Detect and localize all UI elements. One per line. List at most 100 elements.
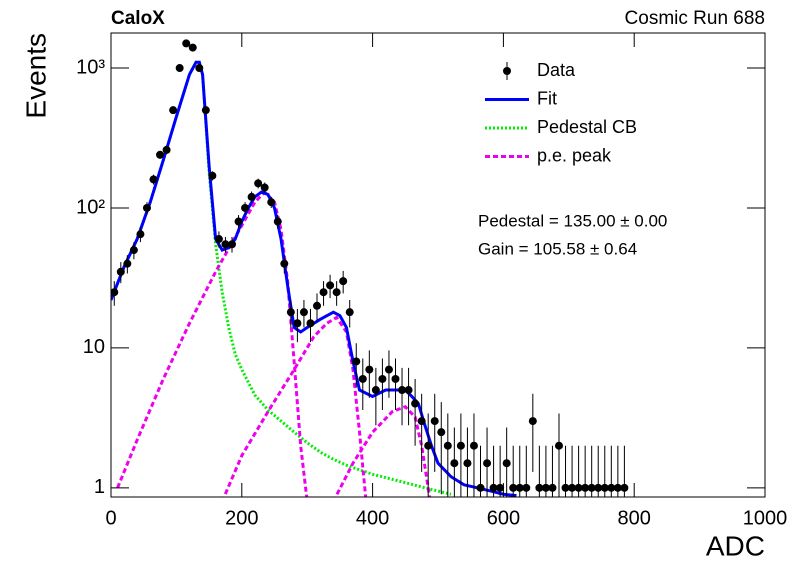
data-point — [280, 259, 289, 268]
data-point — [574, 483, 583, 492]
data-point — [201, 106, 210, 115]
data-point — [116, 267, 125, 276]
data-point — [273, 217, 282, 226]
data-point — [483, 459, 492, 468]
data-point — [162, 145, 171, 154]
data-point — [326, 281, 335, 290]
data-point — [149, 175, 158, 184]
data-point — [299, 308, 308, 317]
data-point — [515, 483, 524, 492]
y-tick-label: 10² — [76, 196, 105, 218]
data-point — [594, 483, 603, 492]
x-tick-label: 800 — [618, 507, 651, 529]
data-point — [332, 288, 341, 297]
y-tick-label: 10³ — [76, 56, 105, 78]
data-point — [175, 64, 184, 73]
legend-label: p.e. peak — [537, 145, 612, 165]
data-point — [554, 441, 563, 450]
data-point — [306, 319, 315, 328]
data-point — [241, 203, 250, 212]
data-point — [345, 308, 354, 317]
data-point — [561, 483, 570, 492]
data-point — [528, 417, 537, 426]
data-point — [111, 288, 119, 297]
data-point — [267, 198, 276, 207]
data-point — [568, 483, 577, 492]
data-point — [208, 171, 217, 180]
data-point — [188, 43, 197, 52]
data-point — [339, 277, 348, 286]
data-point — [620, 483, 629, 492]
data-point — [443, 441, 452, 450]
chart-subtitle: Cosmic Run 688 — [625, 8, 765, 29]
data-point — [522, 483, 531, 492]
data-point — [182, 39, 191, 48]
data-point — [214, 235, 223, 244]
x-tick-label: 400 — [356, 507, 389, 529]
data-point — [358, 374, 367, 383]
data-point — [293, 319, 302, 328]
data-point — [221, 240, 230, 249]
data-point — [169, 106, 178, 115]
data-point — [613, 483, 622, 492]
data-point — [365, 365, 374, 374]
data-point — [234, 217, 243, 226]
data-point — [607, 483, 616, 492]
data-point — [469, 441, 478, 450]
chart-title: CaloX — [111, 8, 165, 29]
data-point — [424, 441, 433, 450]
x-tick-label: 600 — [487, 507, 520, 529]
data-point — [509, 483, 518, 492]
data-point — [587, 483, 596, 492]
data-point — [384, 365, 393, 374]
data-point — [129, 246, 138, 255]
data-point — [404, 386, 413, 395]
data-point — [437, 428, 446, 437]
data-point — [247, 192, 256, 201]
data-point — [398, 386, 407, 395]
frame — [110, 32, 766, 498]
legend-label: Data — [537, 60, 576, 80]
legend-label: Pedestal CB — [537, 117, 637, 137]
y-tick-label: 10 — [83, 336, 105, 358]
data-point — [352, 357, 361, 366]
data-point — [378, 374, 387, 383]
data-point — [391, 374, 400, 383]
data-point — [496, 483, 505, 492]
data-point — [286, 308, 295, 317]
data-point — [535, 483, 544, 492]
x-tick-label: 0 — [105, 507, 116, 529]
data-point — [548, 483, 557, 492]
y-axis-label: Events — [20, 33, 51, 119]
x-axis-label: ADC — [706, 530, 765, 561]
fit-curve — [111, 60, 517, 497]
data-point — [142, 203, 151, 212]
data-point — [502, 459, 511, 468]
data-point — [450, 459, 459, 468]
data-point — [430, 417, 439, 426]
data-point — [195, 64, 204, 73]
data-point — [411, 399, 420, 408]
data-point — [227, 240, 236, 249]
data-point — [463, 459, 472, 468]
legend-symbol — [503, 67, 511, 75]
data-point — [371, 386, 380, 395]
data-point — [319, 288, 328, 297]
data-point — [600, 483, 609, 492]
data-point — [541, 483, 550, 492]
x-tick-label: 1000 — [743, 507, 788, 529]
data-point — [476, 483, 485, 492]
data-point — [136, 230, 145, 239]
y-tick-label: 1 — [94, 476, 105, 498]
data-point — [489, 483, 498, 492]
plot-area — [111, 39, 629, 497]
data-point — [456, 441, 465, 450]
data-point — [260, 183, 269, 192]
annotation: Pedestal = 135.00 ± 0.00 — [478, 211, 667, 230]
data-point — [313, 301, 322, 310]
data-point — [254, 179, 263, 188]
data-point — [123, 259, 132, 268]
legend-label: Fit — [537, 88, 557, 108]
